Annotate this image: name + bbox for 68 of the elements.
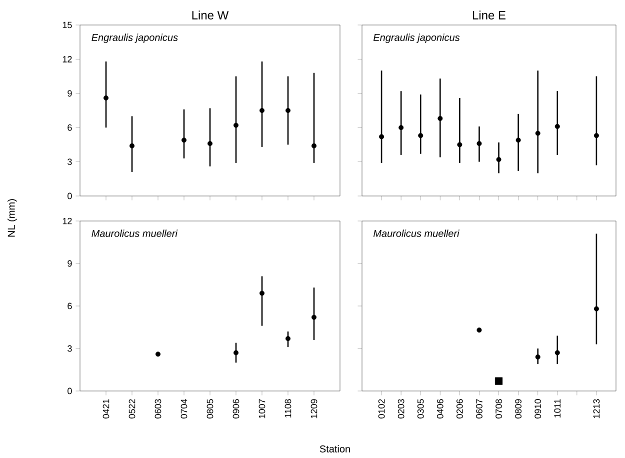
point <box>379 134 384 140</box>
point <box>496 157 502 162</box>
point <box>285 108 290 113</box>
y-tick-label: 9 <box>68 260 72 267</box>
point <box>104 95 109 100</box>
point <box>259 290 264 296</box>
point <box>311 314 316 320</box>
annotation: Engraulis japonicus <box>92 34 178 43</box>
y-tick-label: 12 <box>62 56 72 62</box>
x-tick-label: 0607 <box>476 399 482 418</box>
point <box>535 354 540 360</box>
point <box>259 108 264 113</box>
x-tick-label: 0704 <box>180 399 188 418</box>
point <box>234 122 238 128</box>
y-tick-label: 3 <box>68 158 72 165</box>
point <box>554 124 560 129</box>
chart-title: Line W <box>192 10 229 20</box>
x-tick-label: 1108 <box>284 399 292 418</box>
y-tick-label: 15 <box>62 22 72 28</box>
point <box>234 350 238 356</box>
y-tick-label: 12 <box>62 218 72 224</box>
y-axis-title: NL (mm) <box>8 199 17 237</box>
point <box>535 130 540 136</box>
point <box>494 377 503 385</box>
x-tick-label: 0805 <box>206 399 214 418</box>
x-tick-label: 0102 <box>378 399 385 418</box>
x-tick-label: 0910 <box>534 399 542 418</box>
x-tick-label: 0809 <box>515 399 522 418</box>
point <box>130 143 135 148</box>
x-tick-label: 0906 <box>232 399 240 418</box>
annotation: Maurolicus muelleri <box>373 230 460 237</box>
chart-title: Line E <box>472 10 506 20</box>
point <box>311 143 316 148</box>
x-tick-label: 0708 <box>496 399 502 418</box>
point <box>438 116 443 121</box>
y-tick-label: 3 <box>68 345 72 352</box>
point <box>418 133 424 138</box>
point <box>156 352 160 357</box>
x-tick-label: 0522 <box>128 399 136 418</box>
point <box>398 125 404 130</box>
annotation: Maurolicus muelleri <box>92 230 178 237</box>
x-tick-label: 0206 <box>456 399 463 418</box>
y-tick-label: 6 <box>68 302 72 310</box>
x-tick-label: 0603 <box>154 399 162 418</box>
x-tick-label: 1011 <box>554 399 561 418</box>
x-tick-label: 0305 <box>417 399 424 418</box>
x-tick-label: 1213 <box>593 399 600 418</box>
x-tick-label: 1209 <box>310 399 318 418</box>
y-tick-label: 0 <box>68 388 72 394</box>
annotation: Engraulis japonicus <box>373 34 460 43</box>
point <box>516 138 521 143</box>
x-tick-label: 1007 <box>258 399 266 418</box>
point <box>594 306 599 312</box>
point <box>476 141 482 146</box>
y-tick-label: 0 <box>68 192 72 200</box>
point <box>208 141 212 146</box>
x-axis-title: Station <box>320 445 350 452</box>
point <box>457 142 462 148</box>
x-tick-label: 0203 <box>398 399 404 418</box>
x-tick-label: 0406 <box>436 399 444 418</box>
point <box>285 336 290 342</box>
x-tick-label: 0421 <box>102 399 110 418</box>
y-tick-label: 6 <box>68 124 72 131</box>
y-tick-label: 9 <box>68 90 72 97</box>
point <box>594 133 599 138</box>
point <box>182 138 186 143</box>
point <box>476 328 482 333</box>
point <box>554 350 560 356</box>
